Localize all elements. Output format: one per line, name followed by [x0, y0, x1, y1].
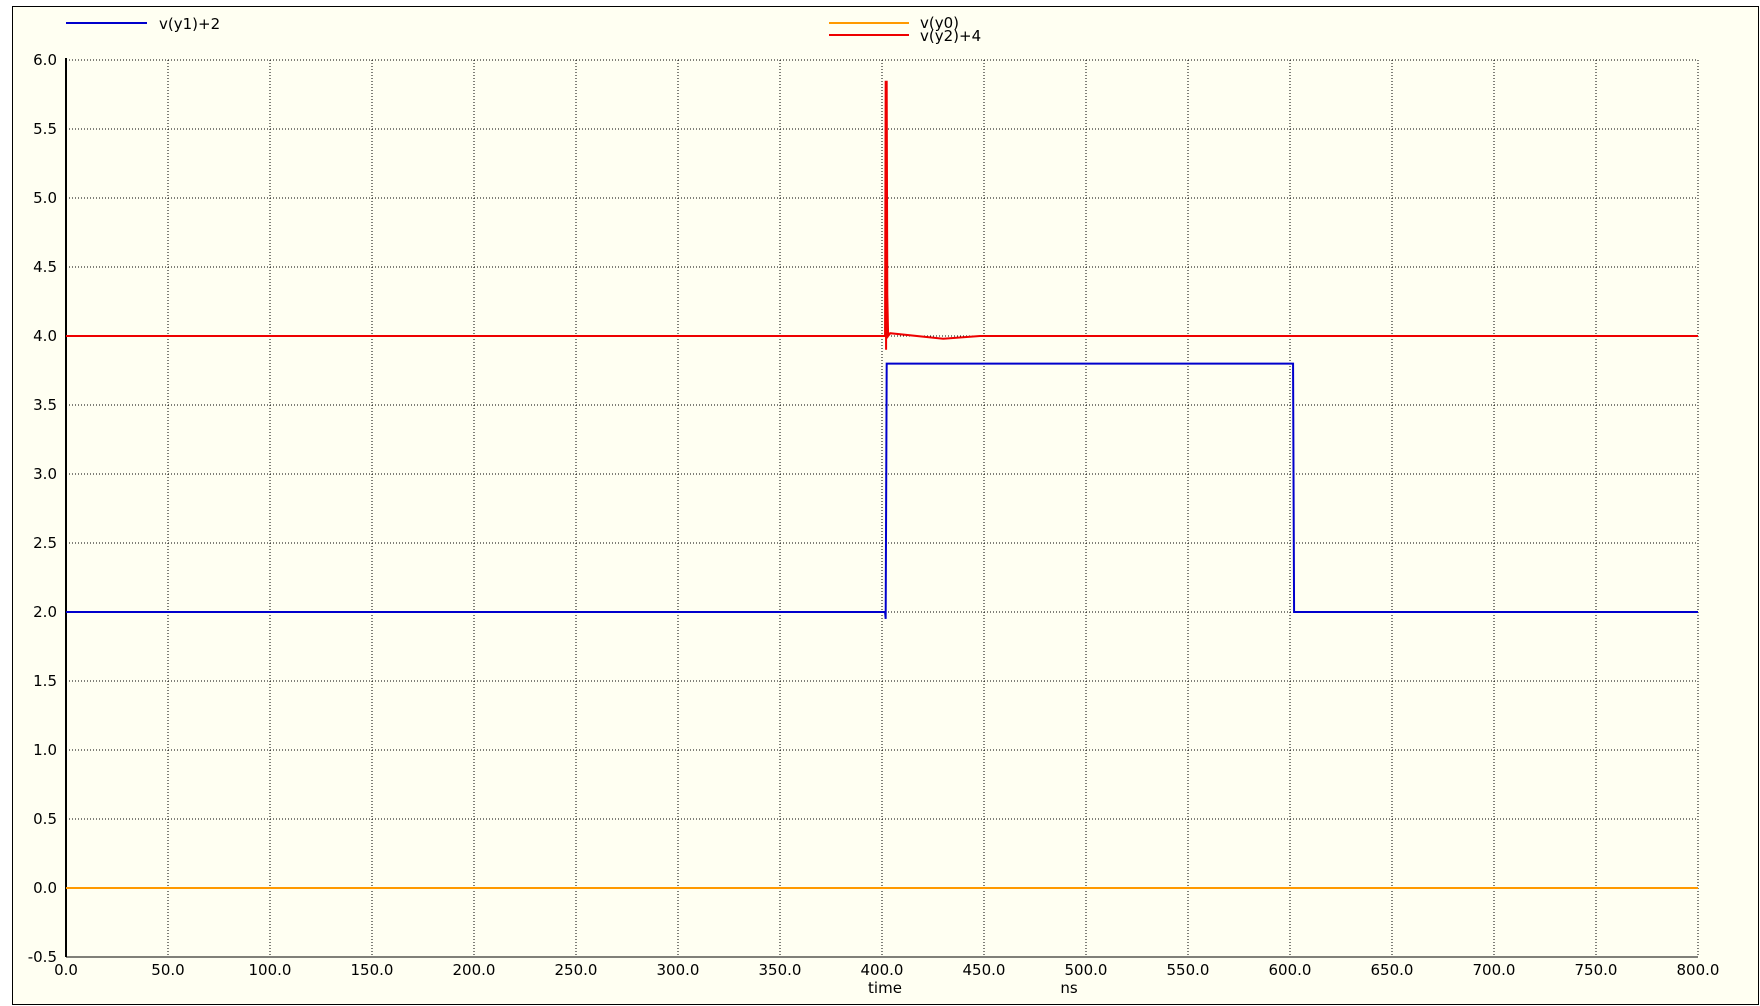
x-tick-label: 200.0 [453, 961, 496, 979]
series-line-0 [66, 362, 1698, 619]
y-tick-label: 2.0 [33, 603, 57, 621]
y-tick-label: 2.5 [33, 534, 57, 552]
y-tick-label: 1.5 [33, 672, 57, 690]
legend-label-v-y1: v(y1)+2 [159, 15, 220, 33]
series-line-2 [66, 80, 1698, 350]
x-tick-label: 300.0 [657, 961, 700, 979]
y-tick-label: 4.5 [33, 258, 57, 276]
x-tick-label: 50.0 [151, 961, 184, 979]
y-tick-label: -0.5 [28, 948, 57, 966]
x-tick-label: 100.0 [249, 961, 292, 979]
x-tick-label: 750.0 [1575, 961, 1618, 979]
x-axis-unit: ns [1060, 979, 1078, 997]
y-tick-label: 1.0 [33, 741, 57, 759]
x-tick-label: 150.0 [351, 961, 394, 979]
x-tick-label: 550.0 [1167, 961, 1210, 979]
x-tick-label: 250.0 [555, 961, 598, 979]
x-axis-label: time [868, 979, 902, 997]
y-tick-label: 5.0 [33, 189, 57, 207]
x-tick-label: 500.0 [1065, 961, 1108, 979]
x-tick-label: 700.0 [1473, 961, 1516, 979]
y-tick-label: 6.0 [33, 51, 57, 69]
x-tick-label: 650.0 [1371, 961, 1414, 979]
y-tick-label: 5.5 [33, 120, 57, 138]
x-tick-label: 400.0 [861, 961, 904, 979]
y-tick-label: 3.0 [33, 465, 57, 483]
legend: v(y1)+2 v(y0) v(y2)+4 [66, 14, 981, 45]
tick-labels: 0.0 50.0 100.0 150.0 200.0 250.0 300.0 350.0 400… [28, 51, 1720, 979]
legend-label-v-y2: v(y2)+4 [920, 27, 981, 45]
x-tick-label: 350.0 [759, 961, 802, 979]
x-tick-label: 600.0 [1269, 961, 1312, 979]
grid [65, 59, 1699, 958]
y-tick-label: 4.0 [33, 327, 57, 345]
y-tick-label: 0.0 [33, 879, 57, 897]
x-tick-label: 0.0 [54, 961, 78, 979]
legend-label-v-y0: v(y0) [920, 14, 959, 32]
series-layer [66, 80, 1698, 889]
y-tick-label: 0.5 [33, 810, 57, 828]
x-tick-label: 800.0 [1677, 961, 1720, 979]
axes [65, 58, 1698, 958]
x-tick-label: 450.0 [963, 961, 1006, 979]
y-tick-label: 3.5 [33, 396, 57, 414]
